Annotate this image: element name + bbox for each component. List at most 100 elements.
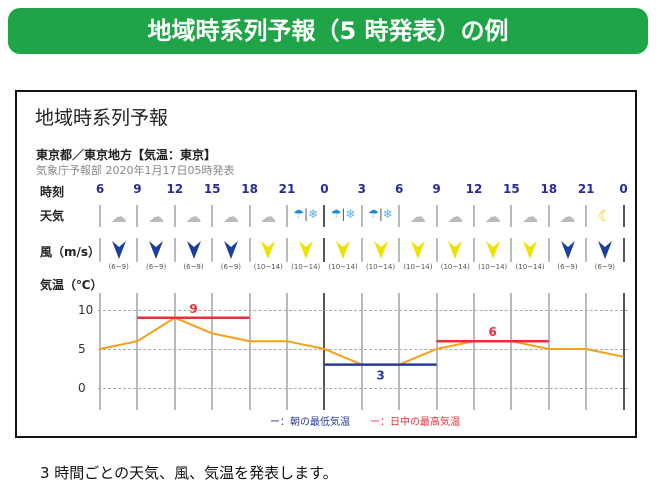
- cloud-icon: ☁: [522, 207, 539, 226]
- grid-line: [585, 293, 588, 410]
- forecast-panel: [15, 90, 637, 438]
- wind-arrow-icon: [373, 241, 388, 259]
- grid-line: [136, 205, 139, 227]
- time-label: 6: [395, 182, 404, 196]
- grid-line: [622, 205, 625, 227]
- legend-min: ー：朝の最低気温: [270, 417, 350, 428]
- grid-line: [398, 205, 401, 227]
- grid-line: [286, 205, 288, 227]
- rain-snow-icon: ☂|❄: [330, 207, 356, 221]
- time-label: 21: [577, 182, 595, 196]
- cloud-icon: ☁: [447, 207, 464, 226]
- wind-arrow-icon: [298, 241, 313, 259]
- grid-line: [99, 205, 101, 227]
- time-label: 18: [241, 182, 258, 196]
- wind-arrow-icon: [336, 241, 351, 259]
- cloud-icon: ☁: [222, 207, 239, 226]
- grid-line: [622, 293, 625, 410]
- grid-line: [248, 205, 251, 227]
- cloud-icon: ☁: [185, 207, 202, 226]
- grid-line: [473, 293, 475, 410]
- wind-arrow-icon: [485, 241, 500, 259]
- wind-speed-label: (6~9): [183, 263, 204, 271]
- cloud-icon: ☁: [260, 207, 277, 226]
- grid-line: [622, 238, 625, 262]
- grid-line: [547, 205, 550, 227]
- wind-arrow-icon: [448, 241, 463, 259]
- wind-arrow-icon: [410, 241, 425, 259]
- wind-speed-label: (10~14): [253, 263, 283, 271]
- region-label: 東京都／東京地方【気温：東京】: [36, 148, 217, 162]
- grid-line: [323, 293, 326, 410]
- grid-line: [248, 293, 251, 410]
- y-tick-label: 5: [78, 342, 86, 356]
- grid-line: [585, 238, 588, 262]
- time-row-label: 時刻: [40, 185, 65, 199]
- grid-line: [473, 205, 475, 227]
- grid-line: [510, 293, 513, 410]
- rain-snow-icon: ☂|❄: [368, 207, 393, 221]
- grid-line: [360, 205, 363, 227]
- cloud-icon: ☁: [484, 207, 501, 226]
- gridline: [98, 310, 628, 311]
- wind-arrow-icon: [111, 241, 126, 259]
- issued-time: 気象庁予報部 2020年1月17日05時発表: [36, 164, 235, 177]
- time-label: 0: [320, 182, 329, 196]
- grid-line: [211, 293, 214, 410]
- grid-line: [99, 293, 101, 410]
- wind-arrow-icon: [560, 241, 575, 259]
- time-label: 15: [503, 182, 520, 196]
- grid-line: [99, 238, 101, 262]
- grid-line: [136, 238, 139, 262]
- time-label: 9: [432, 182, 441, 196]
- wind-speed-label: (10~14): [478, 263, 508, 271]
- wind-speed-label: (10~14): [515, 263, 545, 271]
- grid-line: [435, 238, 438, 262]
- wind-speed-label: (6~9): [220, 263, 242, 271]
- grid-line: [211, 238, 214, 262]
- grid-line: [286, 238, 288, 262]
- grid-line: [473, 238, 475, 262]
- grid-line: [323, 205, 326, 227]
- caption: 3 時間ごとの天気、風、気温を発表します。: [40, 464, 338, 482]
- rain-snow-icon: ☂|❄: [293, 207, 319, 221]
- grid-line: [211, 205, 214, 227]
- weather-row-label: 天気: [40, 209, 65, 223]
- panel-title: 地域時系列予報: [35, 107, 169, 129]
- moon-icon: ☾: [598, 207, 612, 225]
- time-label: 18: [540, 182, 558, 196]
- grid-line: [248, 238, 251, 262]
- gridline: [98, 388, 628, 389]
- wind-arrow-icon: [186, 241, 201, 259]
- grid-line: [547, 238, 550, 262]
- grid-line: [398, 293, 401, 410]
- page-banner: 地域時系列予報（5 時発表）の例: [8, 8, 648, 54]
- time-label: 3: [357, 182, 366, 196]
- grid-line: [173, 238, 176, 262]
- wind-speed-label: (10~14): [328, 263, 358, 271]
- grid-line: [173, 293, 176, 410]
- time-label: 12: [465, 182, 483, 196]
- grid-line: [360, 238, 363, 262]
- wind-speed-label: (10~14): [291, 263, 321, 271]
- wind-arrow-icon: [261, 241, 276, 259]
- grid-line: [173, 205, 176, 227]
- cloud-icon: ☁: [409, 207, 426, 226]
- wind-row-label: 風（m/s）: [40, 245, 101, 259]
- time-label: 12: [166, 182, 184, 196]
- grid-line: [323, 238, 326, 262]
- grid-line: [585, 205, 588, 227]
- cloud-icon: ☁: [148, 207, 165, 226]
- wind-speed-label: (6~9): [594, 263, 616, 271]
- grid-line: [398, 238, 401, 262]
- y-tick-label: 0: [78, 381, 86, 395]
- max-temp-label: 6: [489, 325, 497, 339]
- time-label: 15: [203, 182, 221, 196]
- min-temp-label: 3: [376, 369, 384, 383]
- cloud-icon: ☁: [110, 207, 127, 226]
- legend-max: ー：日中の最高気温: [370, 417, 460, 428]
- wind-arrow-icon: [149, 241, 164, 259]
- time-label: 6: [95, 182, 105, 196]
- time-label: 0: [619, 182, 628, 196]
